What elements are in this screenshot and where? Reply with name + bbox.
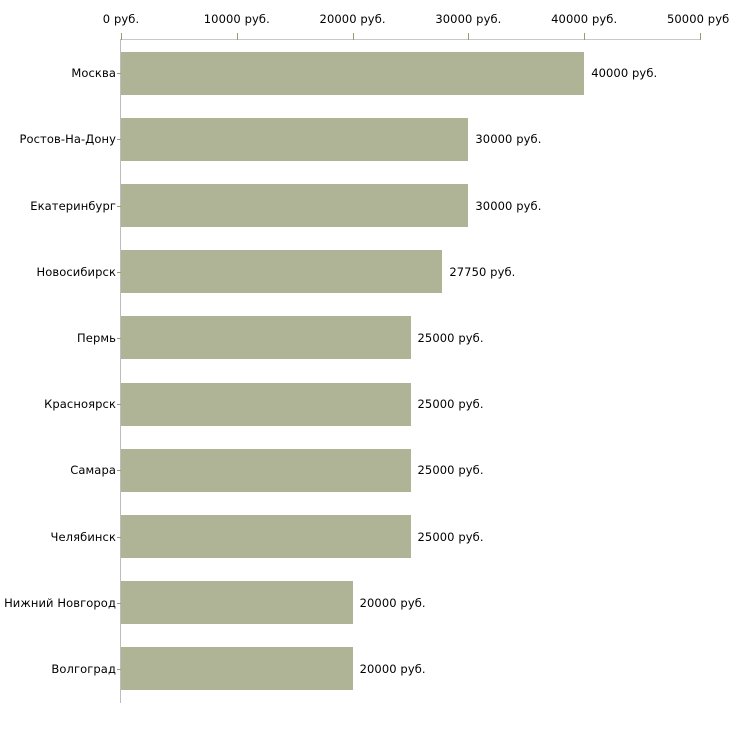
x-axis-tick-label: 0 руб.: [102, 12, 140, 26]
bar[interactable]: [121, 316, 411, 359]
x-axis-tick: [236, 33, 238, 40]
bar[interactable]: [121, 515, 411, 558]
x-axis-tick: [584, 33, 586, 40]
category-label: Ростов-На-Дону: [19, 132, 116, 147]
category-label: Новосибирск: [36, 264, 116, 279]
category-label: Нижний Новгород: [4, 595, 116, 610]
y-axis-tick: [117, 272, 122, 273]
bar-value-label: 25000 руб.: [417, 529, 484, 544]
x-axis-tick: [700, 33, 701, 40]
bar-value-label: 30000 руб.: [475, 198, 542, 213]
x-axis-tick-label: 10000 руб.: [203, 12, 270, 26]
y-axis-tick: [117, 537, 122, 538]
y-axis-line: [120, 39, 121, 703]
bar[interactable]: [121, 449, 411, 492]
x-axis-tick-label: 50000 руб.: [666, 12, 730, 26]
x-axis-tick-label: 30000 руб.: [435, 12, 502, 26]
bar-value-label: 20000 руб.: [359, 595, 426, 610]
bar[interactable]: [121, 184, 469, 227]
bar-value-label: 25000 руб.: [417, 463, 484, 478]
category-label: Москва: [71, 66, 116, 81]
bar[interactable]: [121, 52, 585, 95]
bar-value-label: 25000 руб.: [417, 330, 484, 345]
y-axis-tick: [117, 139, 122, 140]
bar-value-label: 25000 руб.: [417, 397, 484, 412]
bar-value-label: 30000 руб.: [475, 132, 542, 147]
bar[interactable]: [121, 581, 353, 624]
bar[interactable]: [121, 647, 353, 690]
x-axis-tick-label: 40000 руб.: [551, 12, 618, 26]
category-label: Челябинск: [50, 529, 116, 544]
x-axis-line: [121, 39, 700, 40]
bar-value-label: 40000 руб.: [591, 66, 658, 81]
bar-value-label: 27750 руб.: [449, 264, 516, 279]
y-axis-tick: [117, 404, 122, 405]
x-axis-tick: [352, 33, 354, 40]
x-axis-tick: [468, 33, 470, 40]
category-label: Красноярск: [44, 397, 116, 412]
category-label: Пермь: [77, 330, 116, 345]
bar[interactable]: [121, 383, 411, 426]
y-axis-tick: [117, 603, 122, 604]
bar[interactable]: [121, 250, 443, 293]
category-label: Екатеринбург: [30, 198, 116, 213]
x-axis-tick-label: 20000 руб.: [319, 12, 386, 26]
x-axis-tick: [121, 33, 122, 40]
y-axis-tick: [117, 73, 122, 74]
y-axis-tick: [117, 338, 122, 339]
category-label: Волгоград: [51, 661, 116, 676]
y-axis-tick: [117, 470, 122, 471]
y-axis-tick: [117, 669, 122, 670]
bar-value-label: 20000 руб.: [359, 661, 426, 676]
category-label: Самара: [70, 463, 116, 478]
bar[interactable]: [121, 118, 469, 161]
y-axis-tick: [117, 206, 122, 207]
